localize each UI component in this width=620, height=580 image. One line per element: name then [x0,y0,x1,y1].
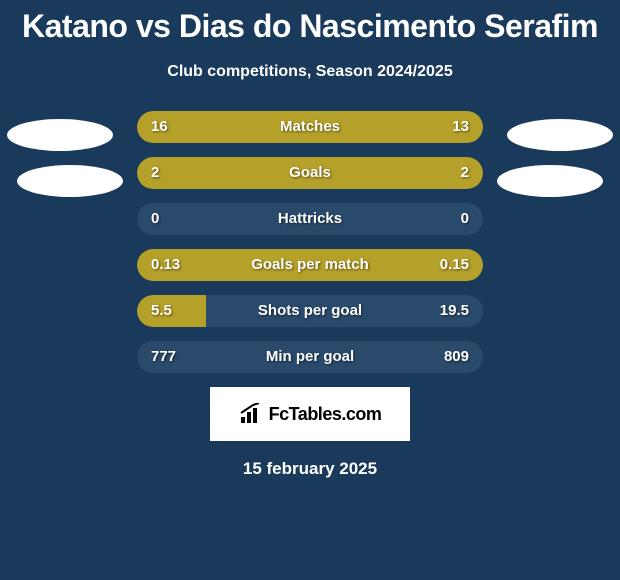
date-label: 15 february 2025 [0,459,620,479]
stat-value-left: 0 [151,203,159,235]
stat-label: Min per goal [266,341,354,373]
stats-area: 16 Matches 13 2 Goals 2 0 Hattricks 0 0.… [0,111,620,373]
logo-box: FcTables.com [210,387,410,441]
player-right-avatar-1 [507,119,613,151]
stat-label: Hattricks [278,203,342,235]
stat-value-right: 0.15 [440,249,469,281]
player-right-avatar-2 [497,165,603,197]
stat-value-right: 809 [444,341,469,373]
logo: FcTables.com [239,403,382,425]
page-title: Katano vs Dias do Nascimento Serafim [0,8,620,45]
stat-value-right: 0 [461,203,469,235]
stat-row: 16 Matches 13 [137,111,483,143]
stat-label: Shots per goal [258,295,362,327]
stat-value-right: 13 [452,111,469,143]
player-left-avatar-1 [7,119,113,151]
stat-value-left: 16 [151,111,168,143]
logo-text: FcTables.com [269,404,382,425]
infographic: Katano vs Dias do Nascimento Serafim Clu… [0,0,620,479]
stat-value-left: 777 [151,341,176,373]
stat-row: 777 Min per goal 809 [137,341,483,373]
player-left-avatar-2 [17,165,123,197]
subtitle: Club competitions, Season 2024/2025 [0,63,620,81]
stat-row: 0.13 Goals per match 0.15 [137,249,483,281]
stat-value-left: 2 [151,157,159,189]
stat-row: 0 Hattricks 0 [137,203,483,235]
stat-row: 5.5 Shots per goal 19.5 [137,295,483,327]
stat-label: Matches [280,111,340,143]
stat-value-right: 2 [461,157,469,189]
stat-value-left: 5.5 [151,295,172,327]
stat-label: Goals [289,157,331,189]
stat-label: Goals per match [251,249,369,281]
stat-row: 2 Goals 2 [137,157,483,189]
chart-icon [239,403,265,425]
stat-value-left: 0.13 [151,249,180,281]
stat-value-right: 19.5 [440,295,469,327]
